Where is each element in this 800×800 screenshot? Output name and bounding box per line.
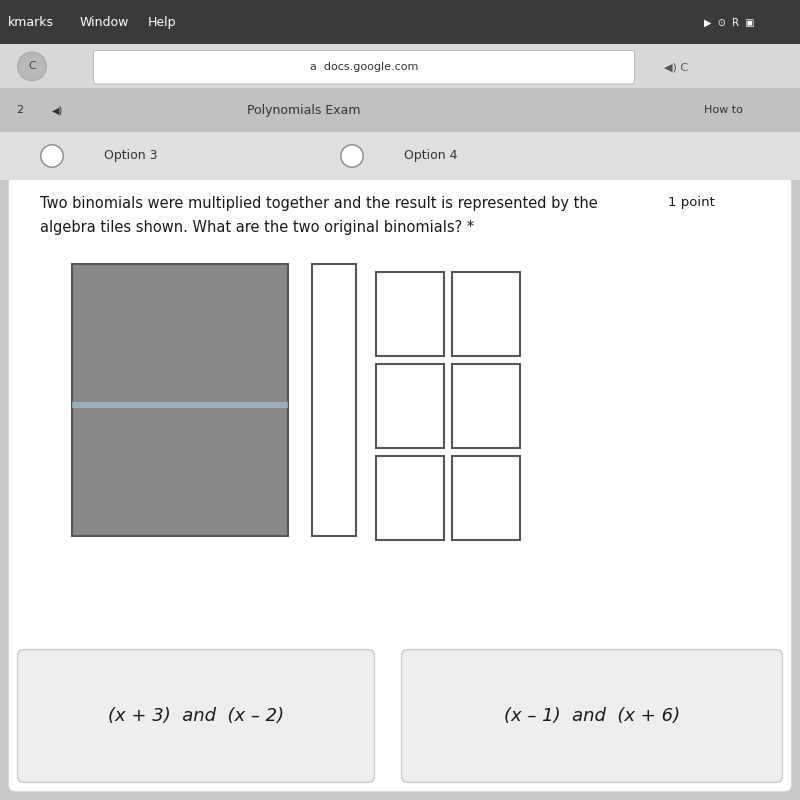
Text: a  docs.google.com: a docs.google.com — [310, 62, 418, 72]
FancyBboxPatch shape — [402, 650, 782, 782]
Bar — [312, 264, 356, 536]
Text: Option 3: Option 3 — [104, 150, 158, 162]
FancyBboxPatch shape — [18, 650, 374, 782]
Text: ◀): ◀) — [52, 106, 63, 115]
Bar — [452, 364, 520, 448]
Text: How to: How to — [704, 106, 743, 115]
Text: C: C — [28, 62, 36, 71]
Text: Two binomials were multiplied together and the result is represented by the: Two binomials were multiplied together a… — [40, 196, 598, 211]
Text: 2: 2 — [16, 106, 23, 115]
Bar — [0, 132, 800, 180]
Circle shape — [341, 145, 363, 167]
Text: ▶  ⊙  R  ▣: ▶ ⊙ R ▣ — [704, 18, 754, 27]
Circle shape — [18, 52, 46, 81]
Bar — [376, 364, 444, 448]
Bar — [72, 264, 288, 536]
Text: (x + 3)  and  (x – 2): (x + 3) and (x – 2) — [108, 707, 284, 725]
Text: 1 point: 1 point — [668, 196, 715, 209]
Bar — [0, 44, 800, 88]
Text: Option 4: Option 4 — [404, 150, 458, 162]
Text: algebra tiles shown. What are the two original binomials? *: algebra tiles shown. What are the two or… — [40, 220, 474, 235]
Bar — [376, 272, 444, 356]
Text: Window: Window — [80, 16, 130, 29]
Text: kmarks: kmarks — [8, 16, 54, 29]
Text: Polynomials Exam: Polynomials Exam — [247, 104, 361, 117]
FancyBboxPatch shape — [8, 176, 792, 792]
Bar — [452, 456, 520, 540]
Circle shape — [41, 145, 63, 167]
Text: (x – 1)  and  (x + 6): (x – 1) and (x + 6) — [504, 707, 680, 725]
FancyBboxPatch shape — [94, 50, 634, 84]
Bar — [0, 0, 800, 44]
Bar — [0, 88, 800, 132]
Bar — [376, 456, 444, 540]
Text: Help: Help — [148, 16, 177, 29]
Bar — [72, 402, 288, 408]
Bar — [452, 272, 520, 356]
Text: ◀) C: ◀) C — [664, 62, 688, 72]
